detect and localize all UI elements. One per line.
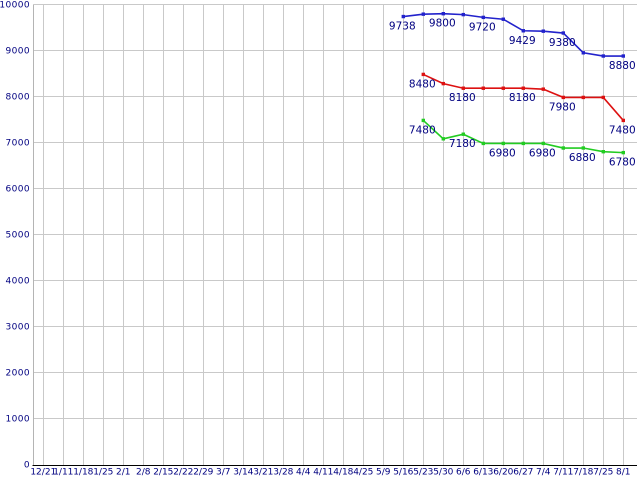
- series-blue-marker: [401, 14, 405, 19]
- y-axis-tick-label: 0: [24, 461, 30, 471]
- x-axis-tick-label: 2/29: [193, 468, 213, 478]
- series-blue-marker: [541, 29, 545, 33]
- series-green-marker: [621, 150, 625, 155]
- x-axis-tick-label: 3/14: [233, 468, 253, 478]
- x-axis-tick-label: 6/13: [473, 468, 493, 478]
- series-green-marker: [601, 150, 605, 154]
- series-red-marker: [461, 86, 465, 90]
- x-axis-tick-label: 2/15: [153, 468, 173, 478]
- series-green-point-label: 6980: [489, 147, 516, 159]
- series-blue-marker: [561, 31, 565, 35]
- x-axis-tick-label: 6/20: [493, 468, 513, 478]
- x-axis-tick-label: 5/16: [393, 468, 413, 478]
- series-green-marker: [521, 141, 525, 146]
- series-blue-marker: [621, 54, 625, 58]
- series-green-point-label: 6880: [569, 152, 596, 164]
- series-blue-line: [403, 12, 624, 57]
- x-axis-tick-label: 1/11: [53, 468, 73, 478]
- x-axis-tick-label: 1/25: [93, 468, 113, 478]
- series-blue-marker: [601, 54, 605, 58]
- x-axis-tick-label: 4/11: [313, 468, 333, 478]
- series-blue-point-label: 9800: [429, 18, 456, 30]
- x-axis-tick-label: 7/11: [553, 468, 573, 478]
- y-axis-tick-label: 4000: [5, 277, 30, 287]
- series-green-marker: [481, 141, 485, 146]
- x-axis-tick-label: 3/21: [253, 468, 273, 478]
- x-axis-tick-label: 4/4: [296, 468, 311, 478]
- series-green-marker: [461, 132, 465, 136]
- series-blue-marker: [581, 51, 585, 55]
- series-red-point-label: 8180: [449, 92, 476, 104]
- y-axis-tick-label: 1000: [5, 415, 30, 425]
- y-axis-tick-label: 3000: [5, 323, 30, 333]
- series-blue-marker: [521, 29, 525, 33]
- x-axis-tick-label: 2/8: [136, 468, 151, 478]
- series-blue-marker: [501, 17, 505, 21]
- x-axis-tick-label: 4/25: [353, 468, 373, 478]
- series-green-marker: [541, 141, 545, 146]
- series-blue-marker: [421, 12, 425, 16]
- x-axis-tick-label: 4/18: [333, 468, 353, 478]
- x-axis-tick-label: 2/22: [173, 468, 193, 478]
- series-blue-point-label: 9720: [469, 21, 496, 33]
- x-axis-tick-label: 2/1: [116, 468, 130, 478]
- y-axis-tick-label: 8000: [5, 93, 30, 103]
- series-green-marker: [561, 146, 565, 150]
- x-axis-tick-label: 3/7: [216, 468, 230, 478]
- series-blue-point-label: 9429: [509, 35, 536, 47]
- series-green-marker: [421, 118, 425, 123]
- series-green-point-label: 6980: [529, 147, 556, 159]
- series-green-marker: [581, 146, 585, 150]
- x-axis-tick-label: 3/28: [273, 468, 293, 478]
- series-green-marker: [441, 137, 445, 141]
- series-green-point-label: 7480: [409, 124, 436, 136]
- y-axis-tick-label: 7000: [5, 139, 30, 149]
- y-axis-tick-label: 10000: [0, 1, 30, 11]
- series-blue-marker: [441, 12, 445, 16]
- series-red-marker: [601, 95, 605, 100]
- series-red-marker: [561, 95, 565, 100]
- series-green-point-label: 7180: [449, 138, 476, 150]
- y-axis-tick-label: 5000: [5, 231, 30, 241]
- series-green-point-label: 6780: [609, 157, 636, 169]
- series-blue-point-label: 8880: [609, 60, 636, 72]
- series-red-marker: [421, 72, 425, 77]
- x-axis-tick-label: 7/4: [536, 468, 551, 478]
- x-axis-tick-label: 5/30: [433, 468, 453, 478]
- x-axis-tick-label: 12/21: [30, 468, 56, 478]
- x-axis-tick-label: 1/18: [73, 468, 93, 478]
- x-axis-tick-label: 7/25: [593, 468, 613, 478]
- series-green-marker: [501, 141, 505, 146]
- y-axis-tick-label: 2000: [5, 369, 30, 379]
- x-axis-tick-label: 5/9: [376, 468, 391, 478]
- series-red-point-label: 7980: [549, 101, 576, 113]
- y-axis-tick-label: 6000: [5, 185, 30, 195]
- x-axis-tick-label: 6/27: [513, 468, 533, 478]
- series-red-marker: [481, 86, 485, 90]
- series-red-point-label: 7480: [609, 124, 636, 136]
- x-axis-tick-label: 7/18: [573, 468, 593, 478]
- series-blue-marker: [481, 15, 485, 20]
- series-red-marker: [581, 95, 585, 100]
- y-axis-tick-label: 9000: [5, 47, 30, 57]
- series-blue-point-label: 9738: [389, 21, 416, 33]
- series-red-marker: [501, 86, 505, 90]
- series-red-point-label: 8180: [509, 92, 536, 104]
- series-blue-point-label: 9380: [549, 37, 576, 49]
- series-red-marker: [621, 118, 625, 123]
- series-red-marker: [541, 87, 545, 91]
- series-red-point-label: 8480: [409, 78, 436, 90]
- series-blue-marker: [461, 12, 465, 17]
- x-axis-tick-label: 5/23: [413, 468, 433, 478]
- x-axis-tick-label: 6/6: [456, 468, 471, 478]
- series-red-marker: [441, 81, 445, 86]
- series-red-marker: [521, 86, 525, 90]
- x-axis-tick-label: 8/1: [616, 468, 630, 478]
